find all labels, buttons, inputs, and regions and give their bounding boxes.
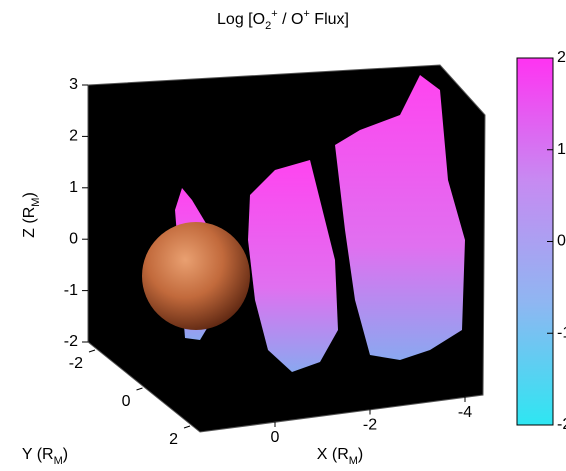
colorbar-tick-label: -2 xyxy=(557,416,566,433)
colorbar-tick-label: -1 xyxy=(557,324,566,341)
label-part: ) xyxy=(63,446,68,463)
colorbar-tick-label: 2 xyxy=(557,49,566,66)
y-tick xyxy=(136,387,143,391)
title-part: + xyxy=(271,8,277,20)
colorbar-tick-label: 1 xyxy=(557,141,566,158)
z-tick-label: 0 xyxy=(69,230,78,247)
label-part: ) xyxy=(21,192,38,197)
title-part: Flux] xyxy=(310,11,349,28)
y-tick-label: 0 xyxy=(122,393,131,410)
z-tick-label: -2 xyxy=(64,333,78,350)
y-tick xyxy=(88,349,96,353)
colorbar-tick-label: 0 xyxy=(557,233,566,250)
plasma-region-mid xyxy=(248,160,338,372)
z-tick-label: 2 xyxy=(69,128,78,145)
z-tick-label: 1 xyxy=(69,179,78,196)
label-part: Z (R xyxy=(21,207,38,238)
z-tick-label: -1 xyxy=(64,282,78,299)
x-tick-label: 0 xyxy=(271,429,280,446)
x-tick-label: -2 xyxy=(363,417,377,434)
label-subscript: M xyxy=(349,455,358,467)
mars-sphere xyxy=(142,222,250,330)
x-axis-label: X (RM) xyxy=(317,446,364,467)
z-axis-label: Z (RM) xyxy=(21,192,42,238)
y-tick xyxy=(183,425,191,429)
label-subscript: M xyxy=(54,455,63,467)
label-part: Y (R xyxy=(22,446,54,463)
label-part: ) xyxy=(358,446,363,463)
plasma-region-far xyxy=(335,75,465,360)
label-part: X (R xyxy=(317,446,349,463)
title-part: + xyxy=(303,8,309,20)
y-tick-label: 2 xyxy=(169,431,178,448)
y-tick-label: -2 xyxy=(69,355,83,372)
label-subscript: M xyxy=(30,198,42,207)
chart-title: Log [O2+ / O+ Flux] xyxy=(217,8,349,32)
title-part: 2 xyxy=(265,20,271,32)
z-tick-label: 3 xyxy=(69,76,78,93)
y-axis-label: Y (RM) xyxy=(22,446,68,467)
title-part: Log [O xyxy=(217,11,265,28)
x-tick-label: -4 xyxy=(458,404,472,421)
title-part: / O xyxy=(278,11,304,28)
